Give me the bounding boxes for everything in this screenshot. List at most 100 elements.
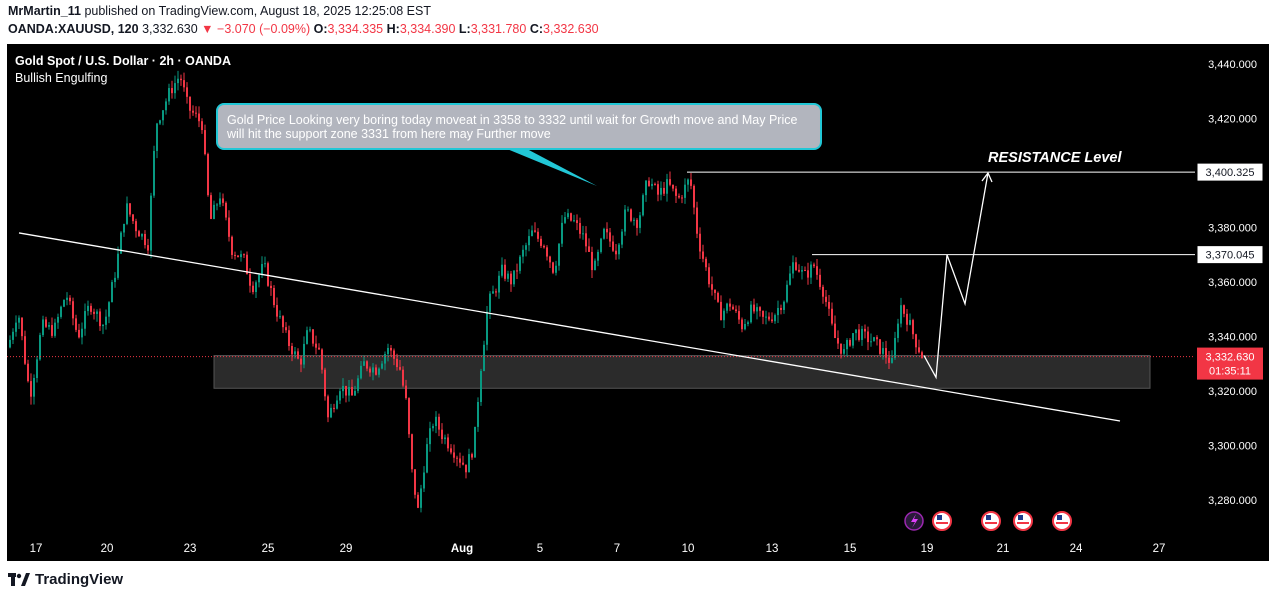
candle-body: [333, 407, 335, 409]
candle-body: [186, 87, 188, 97]
candle-body: [864, 328, 866, 332]
candle-body: [417, 494, 419, 508]
candle-body: [60, 306, 62, 317]
x-tick-label: 17: [30, 543, 43, 555]
candle-body: [666, 179, 668, 194]
us-flag-event-icon[interactable]: [1052, 511, 1072, 531]
projection-path[interactable]: [923, 172, 989, 380]
candle-body: [873, 337, 875, 342]
candle-body: [414, 469, 416, 495]
candle-body: [159, 120, 161, 124]
candle-body: [651, 183, 653, 186]
current-price-tag[interactable]: [1197, 347, 1263, 380]
candle-body: [645, 180, 647, 196]
author-name[interactable]: MrMartin_11: [8, 4, 81, 18]
low-value: 3,331.780: [470, 22, 527, 36]
candle-body: [393, 350, 395, 359]
candle-body: [402, 369, 404, 386]
candle-body: [108, 302, 110, 317]
us-flag-event-icon[interactable]: [981, 511, 1001, 531]
candle-body: [870, 341, 872, 343]
lightning-icon: [911, 514, 918, 528]
candle-body: [798, 269, 800, 272]
candle-body: [657, 184, 659, 195]
tradingview-logo-icon: [8, 573, 30, 586]
candle-body: [84, 311, 86, 329]
candle-body: [426, 444, 428, 473]
candle-body: [918, 347, 920, 353]
candle-body: [258, 274, 260, 283]
candle-body: [633, 219, 635, 221]
candle-body: [153, 150, 155, 196]
callout-pointer: [507, 149, 597, 186]
price-tag-upper[interactable]: [1196, 162, 1264, 182]
candle-body: [81, 328, 83, 338]
candle-body: [252, 285, 254, 293]
trendline[interactable]: [18, 232, 1121, 422]
candle-body: [825, 296, 827, 302]
chart-area[interactable]: 3,440.0003,420.0003,400.0003,380.0003,36…: [7, 44, 1269, 561]
candle-body: [900, 305, 902, 324]
candle-body: [363, 361, 365, 366]
candle-body: [627, 209, 629, 211]
candle-body: [177, 78, 179, 84]
candle-body: [660, 187, 662, 195]
price-tag-lower[interactable]: [1196, 245, 1264, 265]
flag-stripe: [985, 522, 997, 524]
x-tick-label: 13: [766, 543, 779, 555]
candle-body: [315, 343, 317, 348]
candle-body: [636, 219, 638, 228]
candle-body: [588, 246, 590, 252]
candle-body: [552, 262, 554, 273]
candle-body: [516, 270, 518, 272]
price-chart[interactable]: 3,440.0003,420.0003,400.0003,380.0003,36…: [7, 44, 1269, 561]
candle-body: [528, 236, 530, 246]
candle-body: [768, 316, 770, 320]
candle-body: [39, 335, 41, 360]
candle-body: [507, 273, 509, 279]
x-tick-label: 29: [340, 543, 353, 555]
candle-body: [558, 243, 560, 266]
candle-body: [69, 297, 71, 302]
candle-body: [477, 401, 479, 427]
candle-body: [357, 378, 359, 391]
candle-body: [405, 385, 407, 399]
us-flag-event-icon[interactable]: [1013, 511, 1033, 531]
candle-body: [522, 249, 524, 257]
candle-body: [519, 256, 521, 271]
analysis-callout[interactable]: Gold Price Looking very boring today mov…: [216, 103, 822, 150]
candle-body: [339, 391, 341, 401]
candle-body: [15, 322, 17, 332]
candle-body: [150, 195, 152, 251]
candle-body: [570, 213, 572, 221]
candle-body: [162, 110, 164, 121]
candle-body: [447, 437, 449, 449]
candle-body: [744, 324, 746, 330]
candle-body: [720, 301, 722, 321]
candle-body: [630, 209, 632, 221]
candle-body: [456, 457, 458, 459]
candle-body: [537, 231, 539, 239]
candle-body: [288, 330, 290, 347]
published-text: published on TradingView.com, August 18,…: [84, 4, 431, 18]
candle-body: [360, 365, 362, 379]
candle-body: [912, 320, 914, 335]
support-zone[interactable]: [213, 355, 1151, 389]
candle-body: [606, 228, 608, 233]
candle-body: [300, 358, 302, 365]
candle-body: [105, 316, 107, 325]
candle-body: [114, 277, 116, 283]
candle-body: [579, 223, 581, 234]
us-flag-event-icon[interactable]: [932, 511, 952, 531]
candle-body: [93, 311, 95, 314]
candle-body: [684, 184, 686, 198]
candle-body: [816, 266, 818, 275]
candle-body: [573, 220, 575, 222]
candle-body: [156, 123, 158, 151]
candle-body: [498, 275, 500, 293]
candle-body: [852, 333, 854, 346]
candle-body: [378, 368, 380, 375]
candle-body: [312, 329, 314, 344]
candle-body: [216, 204, 218, 206]
tradingview-logo[interactable]: TradingView: [8, 571, 123, 588]
